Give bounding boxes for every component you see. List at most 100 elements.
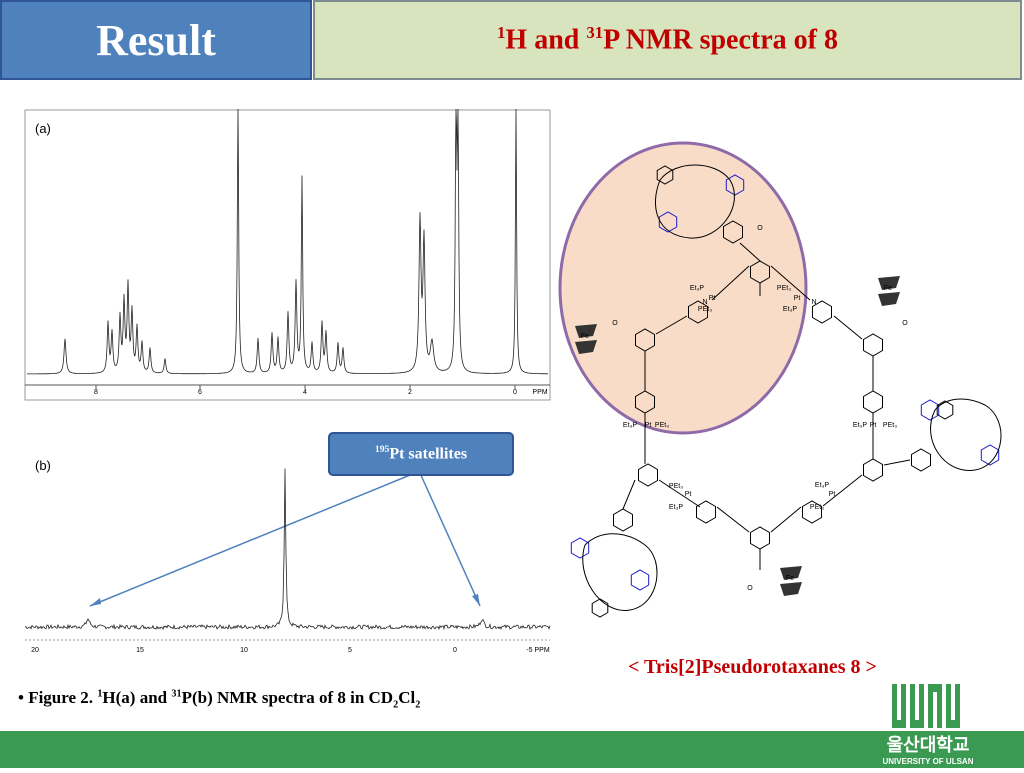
tick-label: 8 <box>94 389 98 396</box>
logo-korean: 울산대학교 <box>887 734 970 755</box>
structure-caption: < Tris[2]Pseudorotaxanes 8 > <box>628 656 877 678</box>
ferrocene <box>575 340 597 354</box>
ferrocene <box>780 582 802 596</box>
bond <box>622 479 636 510</box>
tick-label: 4 <box>303 389 307 396</box>
caption-text: P(b) NMR spectra of 8 in CD <box>181 688 394 707</box>
caption-text: H(a) and <box>102 688 172 707</box>
bond <box>739 242 761 262</box>
chem-label: PEt₃ <box>777 285 791 292</box>
ring <box>696 500 716 524</box>
arrow-head <box>472 594 480 606</box>
callout-sup: 195 <box>374 444 390 456</box>
ring <box>570 537 590 559</box>
logo-mark <box>892 684 960 728</box>
section-header: Result <box>0 0 312 80</box>
ring <box>750 526 770 550</box>
bond <box>883 459 911 466</box>
axis-unit: PPM <box>532 389 547 396</box>
title-sup: 31 <box>586 23 604 43</box>
arrow <box>419 472 481 607</box>
tick-label: 0 <box>513 389 517 396</box>
crown <box>930 398 1002 471</box>
tick-label: 10 <box>240 647 248 654</box>
chem-label: Pt <box>645 422 652 429</box>
panel-label: (b) <box>35 458 51 473</box>
chem-label: PEt₃ <box>810 504 824 511</box>
ring <box>812 300 832 324</box>
chem-label: Et₃P <box>783 306 797 313</box>
title-text: H and <box>505 24 587 56</box>
spectrum-a <box>27 108 548 375</box>
tick-label: 20 <box>31 647 39 654</box>
caption-sup: 31 <box>171 688 182 700</box>
ferrocene <box>780 566 802 580</box>
ring <box>802 500 822 524</box>
caption-text: • Figure 2. <box>18 688 98 707</box>
ring <box>863 333 883 357</box>
bond <box>833 315 863 340</box>
bond <box>711 265 750 301</box>
ring <box>863 390 883 414</box>
ferrocene <box>575 324 597 338</box>
caption-sub: 2 <box>393 699 399 711</box>
ferrocene <box>878 276 900 290</box>
chem-label: O <box>902 320 908 327</box>
ring <box>658 211 678 233</box>
chem-label: Fe <box>581 333 589 340</box>
bond <box>716 506 750 533</box>
chem-label: PEt₃ <box>698 306 712 313</box>
chem-label: N <box>811 299 816 306</box>
figure-caption: • Figure 2. 1H(a) and 31P(b) NMR spectra… <box>18 688 420 710</box>
title-sup: 1 <box>497 23 506 43</box>
ring <box>613 508 633 532</box>
ring <box>630 569 650 591</box>
tick-label: 0 <box>453 647 457 654</box>
chem-label: O <box>747 585 753 592</box>
ferrocene <box>878 292 900 306</box>
chem-label: Pt <box>870 422 877 429</box>
ring <box>920 399 940 421</box>
spectrum-b <box>24 468 551 630</box>
bond <box>770 265 811 301</box>
ring <box>911 448 931 472</box>
footer-graphic: 울산대학교 UNIVERSITY OF ULSAN <box>883 734 974 766</box>
caption-sup: 1 <box>97 688 103 700</box>
chem-label: Et₃P <box>623 422 637 429</box>
axis-unit: -5 PPM <box>526 647 550 654</box>
arrow-head <box>90 598 101 606</box>
ring <box>656 165 674 185</box>
chem-label: Et₃P <box>690 285 704 292</box>
footer: 울산대학교 UNIVERSITY OF ULSAN <box>0 731 1024 768</box>
chem-label: PEt₃ <box>655 422 669 429</box>
title-text: P NMR spectra of 8 <box>603 24 838 56</box>
ring <box>638 463 658 487</box>
callout-label: Pt satellites <box>389 445 468 463</box>
caption-sub: 2 <box>415 699 421 711</box>
chem-label: O <box>612 320 618 327</box>
chem-label: Fe <box>884 285 892 292</box>
caption-text: Cl <box>398 688 416 707</box>
bond <box>822 474 863 507</box>
chem-label: Et₃P <box>853 422 867 429</box>
tick-label: 15 <box>136 647 144 654</box>
callout-text: 195Pt satellites <box>375 444 467 463</box>
chem-label: Pt <box>685 491 692 498</box>
chem-label: N <box>702 299 707 306</box>
section-title: Result <box>96 15 216 65</box>
logo-english: UNIVERSITY OF ULSAN <box>883 757 974 766</box>
ring <box>591 598 609 618</box>
tick-label: 2 <box>408 389 412 396</box>
arrow <box>89 472 416 607</box>
chem-label: Et₃P <box>669 504 683 511</box>
title-header: 1H and 31P NMR spectra of 8 <box>313 0 1022 80</box>
chem-label: Pt <box>829 491 836 498</box>
chem-label: Et₃P <box>815 482 829 489</box>
ring <box>688 300 708 324</box>
chem-label: O <box>757 225 763 232</box>
chem-label: PEt₃ <box>883 422 897 429</box>
ring <box>723 220 743 244</box>
tick-label: 5 <box>348 647 352 654</box>
